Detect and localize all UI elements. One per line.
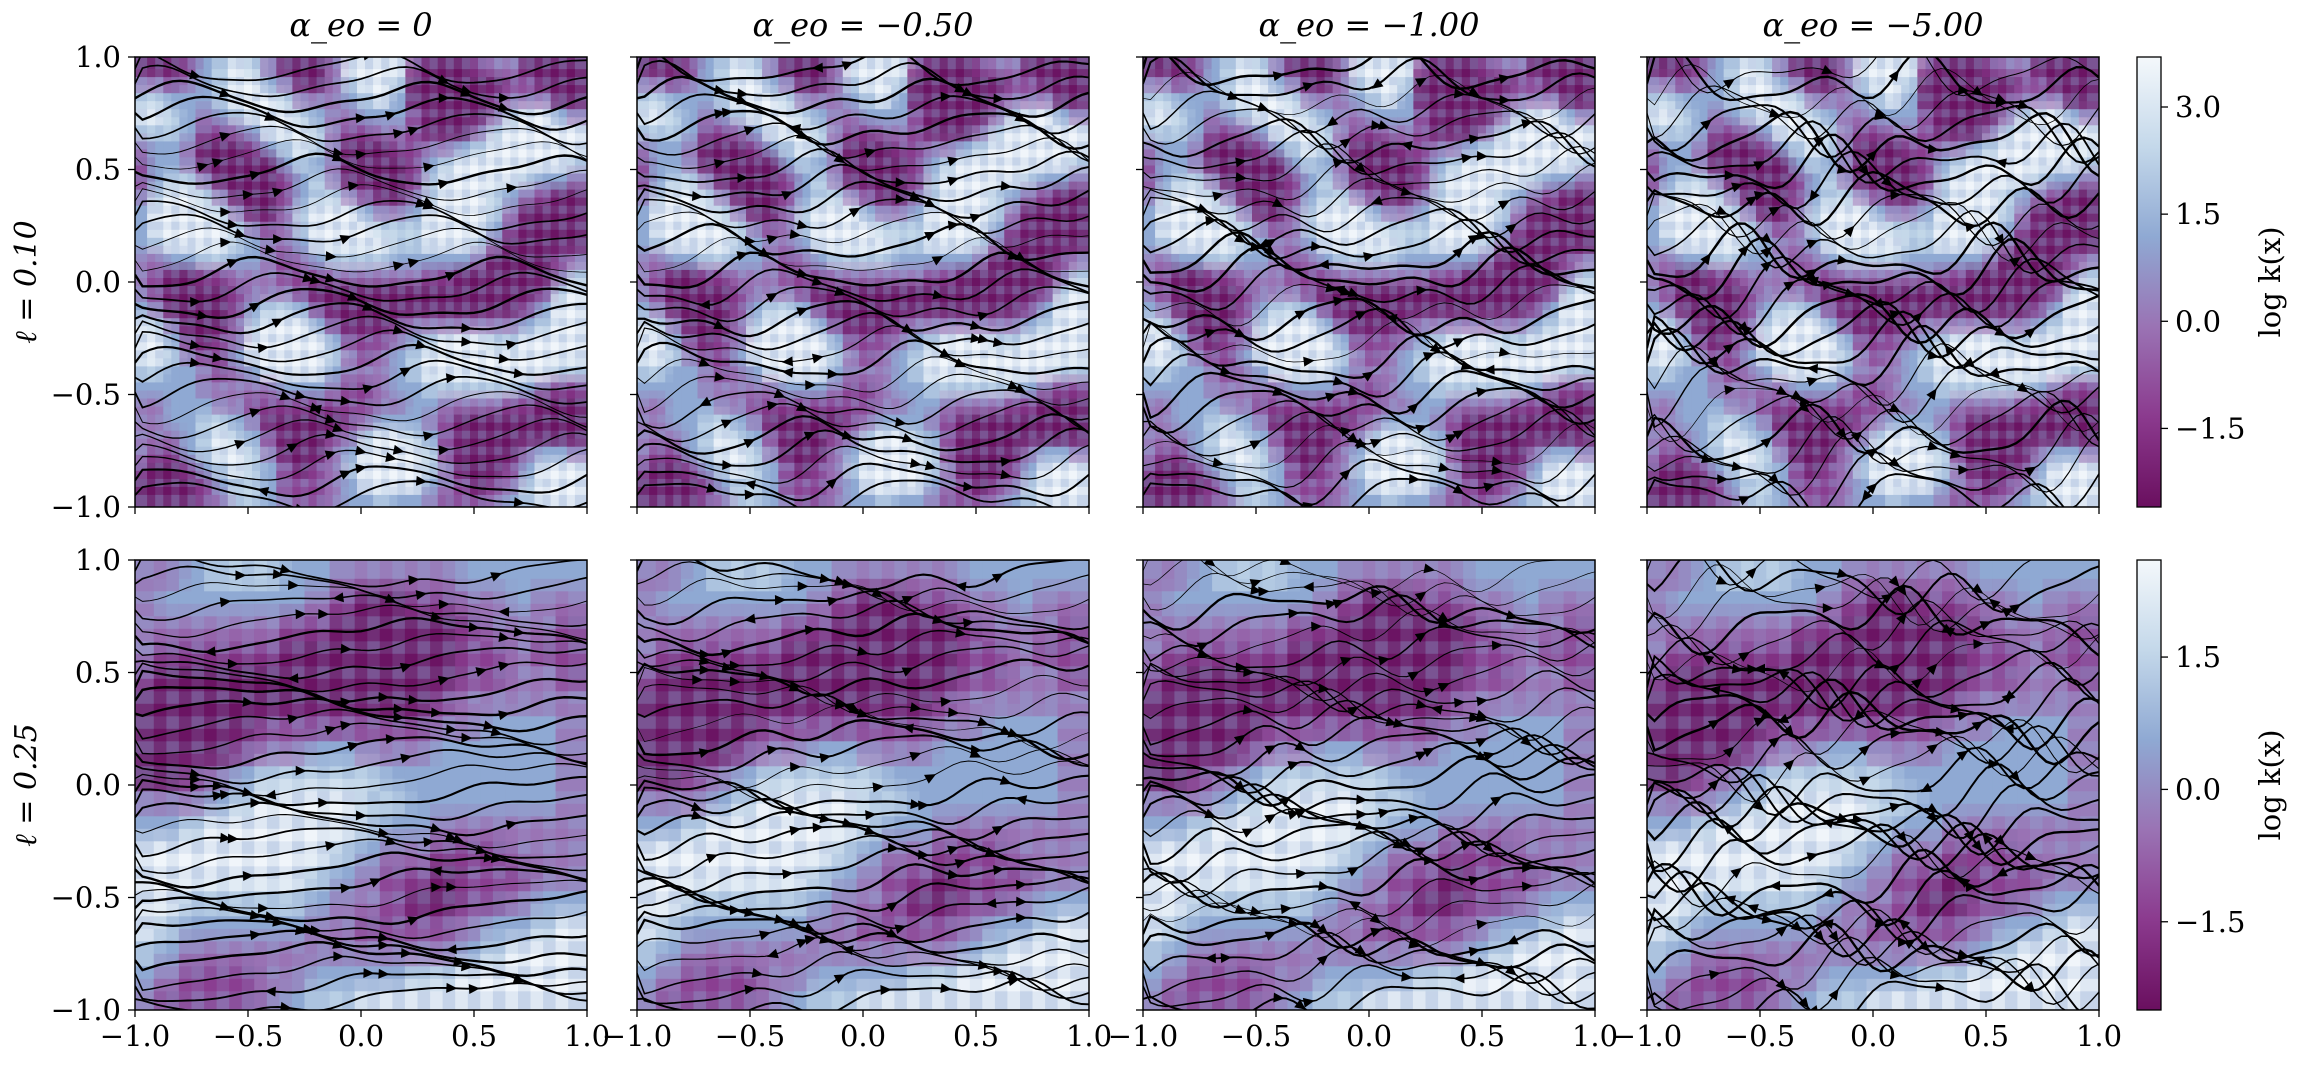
y-tick-label: 1.0 bbox=[75, 40, 121, 74]
streamline-arrows bbox=[690, 573, 1028, 995]
y-tick-label: 0.0 bbox=[75, 265, 121, 299]
x-tick-label: −1.0 bbox=[1108, 1019, 1178, 1053]
streamline-arrows bbox=[1700, 64, 2037, 506]
x-tick-label: −1.0 bbox=[100, 1019, 170, 1053]
x-tick-label: −1.0 bbox=[1612, 1019, 1682, 1053]
streamlines bbox=[1143, 560, 1595, 1010]
x-tick-label: −0.5 bbox=[1725, 1019, 1795, 1053]
column-title: α_eo = −1.00 bbox=[1258, 6, 1479, 44]
x-tick-label: 0.0 bbox=[1346, 1019, 1392, 1053]
heatmap-cells bbox=[1647, 560, 2099, 1010]
panel-1-4 bbox=[1640, 56, 2100, 514]
x-tick-label: 1.0 bbox=[564, 1019, 610, 1053]
x-tick-label: 1.0 bbox=[2076, 1019, 2122, 1053]
heatmap-cells bbox=[637, 560, 1089, 1010]
x-tick-label: 0.0 bbox=[338, 1019, 384, 1053]
colorbar-label: log k(x) bbox=[2253, 729, 2287, 840]
colorbar-label: log k(x) bbox=[2253, 226, 2287, 337]
column-title: α_eo = −0.50 bbox=[752, 6, 973, 44]
streamlines bbox=[135, 560, 587, 1010]
x-tick-label: 0.5 bbox=[1963, 1019, 2009, 1053]
y-tick-label: 0.5 bbox=[75, 153, 121, 187]
y-tick-label: 0.0 bbox=[75, 768, 121, 802]
panel-2-1 bbox=[128, 559, 588, 1017]
x-tick-label: −1.0 bbox=[602, 1019, 672, 1053]
colorbar-tick-label: 1.5 bbox=[2175, 640, 2221, 674]
heatmap-cells bbox=[1143, 560, 1595, 1010]
y-tick-label: −0.5 bbox=[51, 378, 121, 412]
streamline-arrows bbox=[691, 61, 1027, 500]
panel-2-2 bbox=[630, 559, 1090, 1017]
x-tick-label: 0.5 bbox=[953, 1019, 999, 1053]
column-title: α_eo = −5.00 bbox=[1762, 6, 1983, 44]
colorbar bbox=[2136, 56, 2168, 508]
x-tick-label: 0.5 bbox=[1459, 1019, 1505, 1053]
panel-1-3 bbox=[1136, 56, 1596, 514]
colorbar-tick-label: 3.0 bbox=[2175, 90, 2221, 124]
heatmap-cells bbox=[135, 57, 587, 507]
panel-1-2 bbox=[630, 56, 1090, 514]
panel-1-1 bbox=[128, 56, 588, 514]
colorbar-tick-label: 0.0 bbox=[2175, 772, 2221, 806]
x-tick-label: 1.0 bbox=[1572, 1019, 1618, 1053]
x-tick-label: 0.0 bbox=[1850, 1019, 1896, 1053]
y-tick-label: −1.0 bbox=[51, 490, 121, 524]
colorbar-tick-label: 0.0 bbox=[2175, 304, 2221, 338]
x-tick-label: 0.0 bbox=[840, 1019, 886, 1053]
x-tick-label: 0.5 bbox=[451, 1019, 497, 1053]
streamline-arrows bbox=[1196, 560, 1534, 1010]
x-tick-label: −0.5 bbox=[715, 1019, 785, 1053]
y-tick-label: −0.5 bbox=[51, 881, 121, 915]
colorbar bbox=[2136, 559, 2168, 1011]
streamline-arrows bbox=[1702, 567, 2037, 1010]
x-tick-label: 1.0 bbox=[1066, 1019, 1112, 1053]
streamlines bbox=[1647, 57, 2099, 507]
row-label: ℓ = 0.10 bbox=[9, 220, 44, 344]
panel-2-4 bbox=[1640, 559, 2100, 1017]
row-label: ℓ = 0.25 bbox=[9, 723, 44, 847]
streamline-arrows bbox=[189, 564, 526, 1010]
x-tick-label: −0.5 bbox=[213, 1019, 283, 1053]
streamline-arrows bbox=[189, 57, 526, 507]
streamline-arrows bbox=[1196, 71, 1534, 507]
column-title: α_eo = 0 bbox=[289, 6, 432, 44]
y-tick-label: 1.0 bbox=[75, 543, 121, 577]
colorbar-tick-label: −1.5 bbox=[2175, 905, 2245, 939]
x-tick-label: −0.5 bbox=[1221, 1019, 1291, 1053]
streamlines bbox=[1143, 57, 1595, 507]
colorbar-tick-label: −1.5 bbox=[2175, 411, 2245, 445]
y-tick-label: −1.0 bbox=[51, 993, 121, 1027]
panel-2-3 bbox=[1136, 559, 1596, 1017]
y-tick-label: 0.5 bbox=[75, 656, 121, 690]
colorbar-tick-label: 1.5 bbox=[2175, 197, 2221, 231]
